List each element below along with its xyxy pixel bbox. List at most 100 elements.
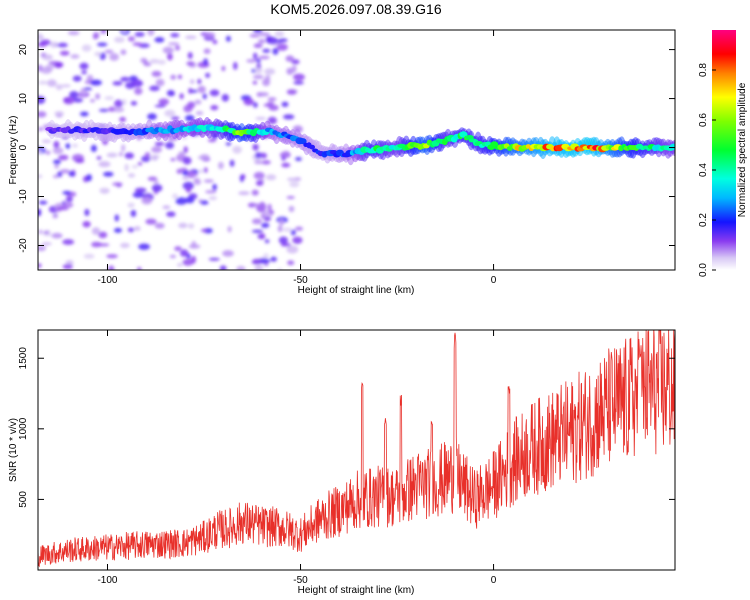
noise-blob: [92, 33, 98, 40]
noise-blob: [266, 36, 278, 45]
noise-blob: [38, 149, 43, 154]
noise-blob: [86, 174, 92, 182]
noise-blob: [186, 61, 195, 66]
noise-blob: [103, 171, 114, 177]
noise-blob: [260, 233, 265, 239]
noise-blob: [285, 55, 295, 62]
noise-blob: [253, 30, 263, 33]
noise-blob: [167, 53, 173, 61]
noise-blob: [118, 151, 124, 157]
noise-blob: [84, 208, 90, 217]
noise-blob: [291, 59, 300, 65]
noise-blob: [208, 196, 218, 201]
noise-blob: [182, 259, 194, 266]
noise-blob: [38, 64, 43, 72]
noise-blob: [263, 216, 272, 222]
noise-blob: [81, 70, 87, 75]
noise-blob: [100, 30, 107, 34]
noise-blob: [57, 171, 63, 178]
noise-blob: [219, 265, 227, 270]
noise-blob: [154, 222, 165, 229]
noise-blob: [164, 109, 176, 117]
noise-blob: [124, 163, 129, 172]
noise-blob: [132, 42, 143, 47]
ridge-cell: [309, 144, 315, 150]
noise-blob: [267, 203, 272, 212]
noise-blob: [241, 174, 246, 180]
noise-blob: [251, 218, 263, 225]
x-tick-label: 0: [491, 575, 497, 586]
noise-blob: [191, 241, 197, 249]
noise-blob: [162, 205, 171, 210]
noise-blob: [106, 254, 118, 259]
noise-blob: [98, 161, 111, 168]
noise-blob: [137, 266, 142, 270]
noise-blob: [170, 33, 180, 38]
noise-blob: [251, 189, 259, 196]
noise-blob: [290, 229, 296, 236]
noise-blob: [257, 205, 266, 213]
noise-blob: [150, 154, 160, 159]
noise-blob: [189, 79, 195, 85]
noise-blob: [45, 150, 51, 155]
noise-blob: [289, 181, 300, 188]
noise-blob: [157, 59, 166, 65]
noise-blob: [170, 158, 176, 162]
noise-blob: [254, 67, 263, 74]
noise-blob: [221, 65, 226, 72]
noise-blob: [209, 89, 220, 97]
noise-blob: [82, 221, 91, 228]
noise-blob: [114, 36, 125, 43]
colorbar: 0.0 0.2 0.4 0.6 0.8 Normalized spectral ampl…: [698, 30, 748, 277]
noise-blob: [90, 79, 102, 86]
noise-blob: [120, 49, 127, 55]
noise-blob: [41, 242, 52, 246]
noise-blob: [169, 254, 177, 259]
noise-blob: [281, 151, 290, 156]
y-tick-label: 500: [18, 491, 29, 508]
noise-blob: [57, 42, 68, 48]
noise-blob: [53, 159, 61, 165]
noise-blob: [177, 74, 182, 79]
noise-blob: [195, 111, 204, 116]
noise-blob: [263, 253, 269, 259]
noise-blob: [292, 236, 303, 244]
noise-blob: [134, 32, 145, 37]
noise-blob: [52, 147, 64, 155]
noise-blob: [60, 169, 70, 174]
snr-line: [38, 330, 675, 568]
noise-blob: [121, 98, 127, 106]
spectrogram-frame: [37, 29, 676, 271]
noise-blob: [232, 145, 242, 154]
noise-blob: [282, 227, 293, 232]
noise-blob: [277, 225, 283, 233]
y-tick-label: -10: [18, 189, 29, 204]
noise-blob: [147, 176, 158, 181]
noise-blob: [180, 249, 189, 257]
noise-blob: [170, 116, 180, 121]
noise-blob: [253, 102, 258, 108]
noise-blob: [260, 213, 266, 219]
noise-blob: [200, 200, 209, 205]
noise-blob: [258, 92, 269, 97]
noise-blob: [96, 156, 102, 160]
noise-blob: [253, 43, 263, 48]
noise-blob: [109, 53, 119, 61]
noise-blob: [151, 184, 163, 192]
noise-blob: [112, 81, 123, 86]
noise-blob: [73, 98, 83, 103]
noise-blob: [267, 97, 277, 101]
noise-blob: [281, 156, 286, 161]
noise-blob: [259, 258, 271, 264]
noise-blob: [90, 144, 97, 152]
noise-blob: [62, 264, 73, 270]
noise-blob: [131, 164, 138, 169]
snr-xlabel: Height of straight line (km): [298, 585, 415, 596]
noise-blob: [199, 154, 210, 160]
noise-blob: [91, 227, 101, 235]
noise-blob: [287, 177, 297, 182]
noise-blob: [175, 197, 188, 205]
y-tick-label: 1000: [18, 417, 29, 440]
noise-blob: [208, 257, 220, 261]
noise-blob: [62, 239, 75, 245]
